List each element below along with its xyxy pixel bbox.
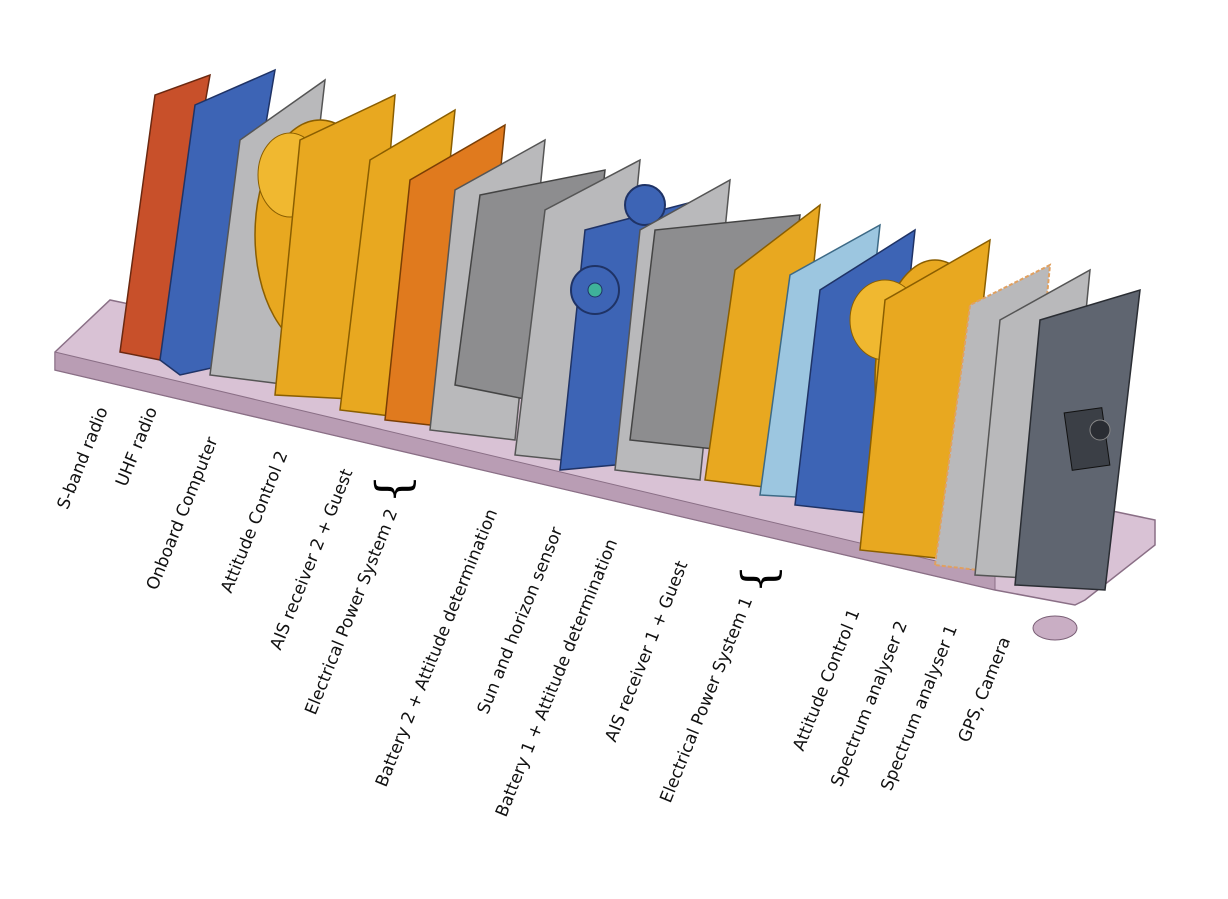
brace-icon-eps-1: { [731, 564, 786, 594]
brace-icon-eps-2: { [365, 474, 420, 504]
sun-sensor-lens [587, 282, 603, 298]
base-rail-edge [54, 351, 996, 591]
s-band-board [119, 73, 211, 361]
rail-mount-icon [1032, 615, 1078, 641]
camera-lens-icon [1089, 419, 1111, 441]
horizon-sensor-eye [624, 184, 666, 226]
